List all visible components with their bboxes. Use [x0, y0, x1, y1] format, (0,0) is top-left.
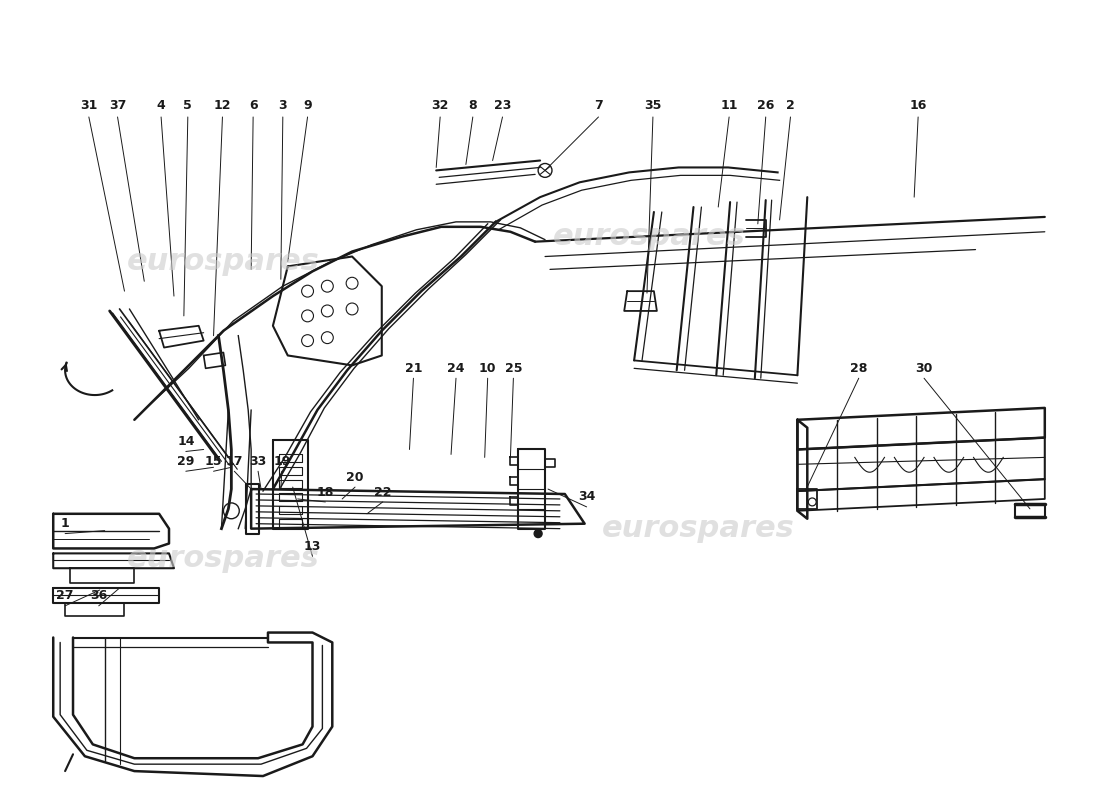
Circle shape	[535, 530, 542, 538]
Text: 14: 14	[177, 435, 195, 448]
Text: 6: 6	[249, 98, 257, 112]
Text: 26: 26	[757, 98, 774, 112]
Text: 15: 15	[205, 455, 222, 468]
Text: 8: 8	[469, 98, 477, 112]
Text: eurospares: eurospares	[128, 247, 320, 276]
Text: 27: 27	[56, 590, 74, 602]
Text: 30: 30	[915, 362, 933, 375]
Text: 5: 5	[184, 98, 192, 112]
Text: 33: 33	[250, 455, 266, 468]
Text: 29: 29	[177, 455, 195, 468]
Text: 17: 17	[226, 455, 243, 468]
Text: 21: 21	[405, 362, 422, 375]
Text: 18: 18	[317, 486, 334, 498]
Text: 19: 19	[273, 455, 290, 468]
Text: 16: 16	[910, 98, 927, 112]
Text: 13: 13	[304, 540, 321, 553]
Text: 7: 7	[594, 98, 603, 112]
Text: 10: 10	[478, 362, 496, 375]
Text: 20: 20	[346, 470, 364, 484]
Text: eurospares: eurospares	[128, 544, 320, 573]
Text: eurospares: eurospares	[552, 222, 746, 251]
Text: 23: 23	[494, 98, 512, 112]
Text: 32: 32	[431, 98, 449, 112]
Text: 1: 1	[60, 517, 69, 530]
Text: 9: 9	[304, 98, 312, 112]
Text: 34: 34	[578, 490, 595, 503]
Text: 25: 25	[505, 362, 522, 375]
Text: 3: 3	[278, 98, 287, 112]
Text: 36: 36	[90, 590, 108, 602]
Text: 11: 11	[720, 98, 738, 112]
Text: 37: 37	[109, 98, 126, 112]
Text: 24: 24	[448, 362, 464, 375]
Text: 2: 2	[786, 98, 795, 112]
Text: 35: 35	[645, 98, 661, 112]
Text: 31: 31	[80, 98, 98, 112]
Text: 4: 4	[156, 98, 165, 112]
Text: 22: 22	[374, 486, 392, 498]
Text: 28: 28	[850, 362, 868, 375]
Text: eurospares: eurospares	[602, 514, 795, 543]
Text: 12: 12	[213, 98, 231, 112]
